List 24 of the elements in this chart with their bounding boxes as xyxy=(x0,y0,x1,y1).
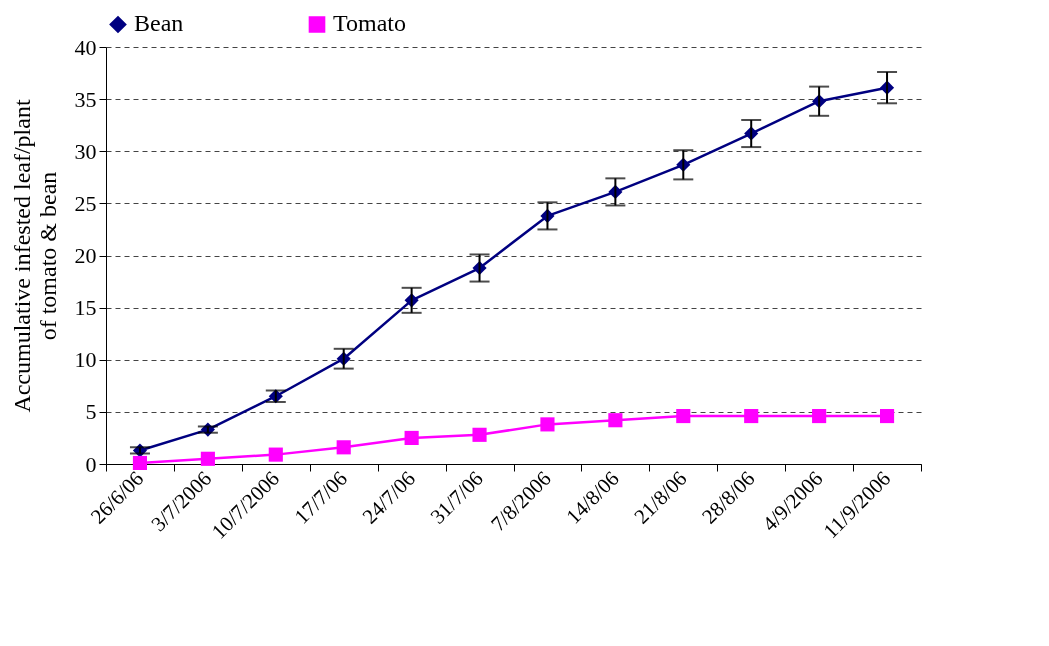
point xyxy=(676,408,691,424)
y-tick-label: 5 xyxy=(85,399,97,425)
y-tick-label: 40 xyxy=(74,34,97,60)
point xyxy=(132,455,148,471)
point xyxy=(879,408,895,424)
y-tick-label: 0 xyxy=(85,451,97,477)
y-tick-label: 10 xyxy=(74,347,97,373)
legend-label: Bean xyxy=(134,10,184,37)
y-tick-label: 20 xyxy=(74,243,97,268)
legend-label: Tomato xyxy=(333,10,406,37)
y-tick-label: 15 xyxy=(74,295,97,321)
point xyxy=(336,440,351,455)
point xyxy=(744,408,759,424)
point xyxy=(540,417,555,432)
point xyxy=(404,430,419,446)
y-tick-label: 30 xyxy=(74,138,97,164)
y-tick-label: 35 xyxy=(74,86,97,112)
point xyxy=(608,413,623,428)
point xyxy=(812,408,827,424)
y-axis-title: Accumulative infested leaf/plant of tomato & bean xyxy=(8,99,61,413)
y-tick-label: 25 xyxy=(74,190,97,216)
point xyxy=(268,447,283,462)
point xyxy=(200,451,215,466)
point xyxy=(472,427,487,442)
